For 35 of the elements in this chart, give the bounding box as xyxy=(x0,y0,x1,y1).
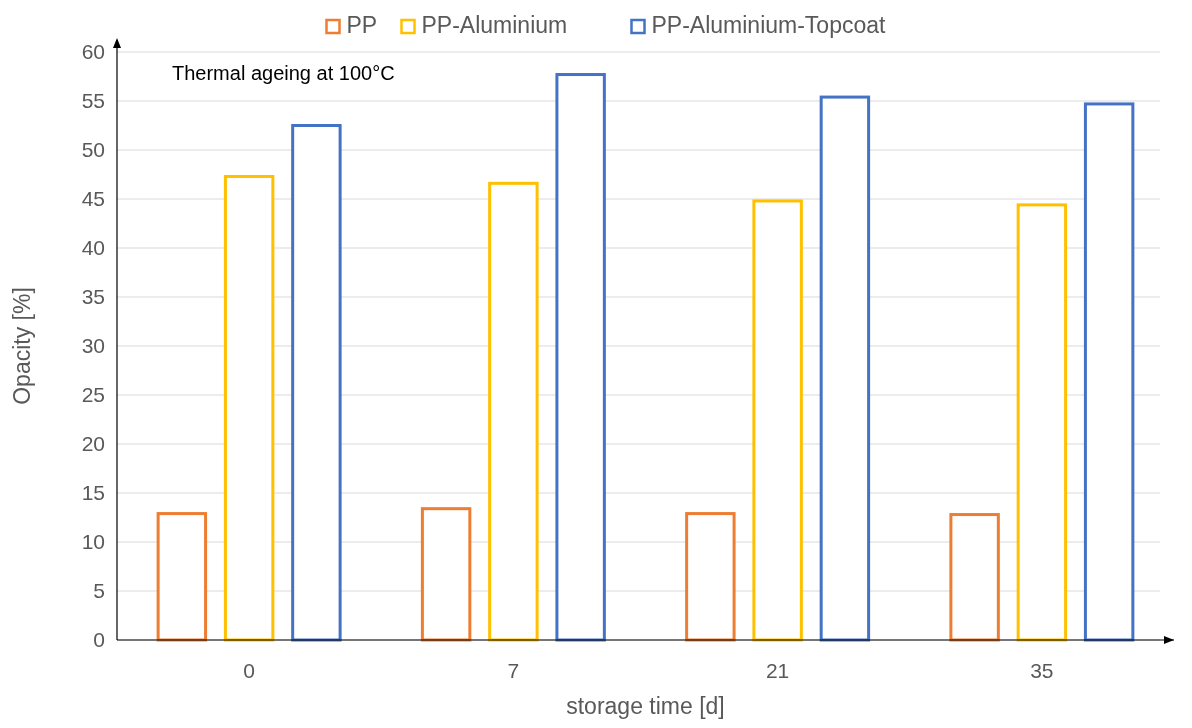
bar xyxy=(488,181,539,642)
bar xyxy=(555,73,606,642)
bar xyxy=(1083,102,1135,642)
y-tick-label: 30 xyxy=(81,334,105,358)
y-tick-label: 55 xyxy=(81,89,105,113)
legend-label: PP-Aluminium-Topcoat xyxy=(651,12,887,38)
bar xyxy=(223,174,275,642)
x-tick-label: 21 xyxy=(765,659,790,682)
y-tick-label: 40 xyxy=(81,236,105,260)
y-tick-label: 5 xyxy=(93,579,105,603)
y-tick-label: 10 xyxy=(81,530,105,554)
bar xyxy=(1016,203,1068,642)
y-tick-label: 25 xyxy=(81,383,105,407)
x-tick-label: 7 xyxy=(507,659,520,682)
y-tick-label: 20 xyxy=(81,432,105,456)
legend-label: PP-Aluminium xyxy=(421,12,568,38)
bar xyxy=(156,512,208,642)
y-tick-label: 50 xyxy=(81,138,105,162)
annotation: Thermal ageing at 100°C xyxy=(172,62,395,84)
bar xyxy=(819,95,871,642)
y-tick-label: 60 xyxy=(81,40,105,64)
bar xyxy=(291,124,342,642)
bar xyxy=(752,199,803,642)
x-tick-label: 0 xyxy=(243,659,255,682)
y-tick-label: 45 xyxy=(81,187,105,211)
legend-label: PP xyxy=(346,12,378,38)
y-axis-title: Opacity [%] xyxy=(9,287,35,405)
y-tick-label: 15 xyxy=(81,481,105,505)
x-tick-label: 35 xyxy=(1030,659,1054,682)
bar xyxy=(420,507,472,642)
y-tick-label: 0 xyxy=(93,628,105,652)
bar xyxy=(685,512,736,642)
bar xyxy=(949,513,1000,642)
x-axis-title: storage time [d] xyxy=(566,693,725,719)
y-tick-label: 35 xyxy=(81,285,105,309)
